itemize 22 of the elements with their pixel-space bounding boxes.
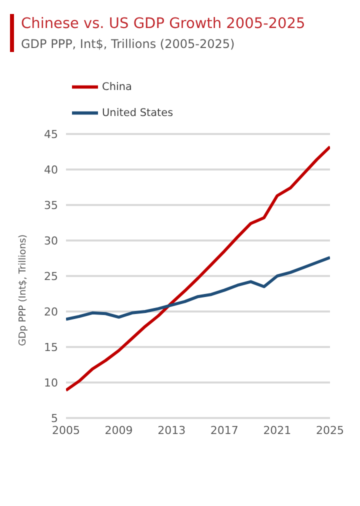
y-tick-label: 10 (44, 376, 58, 390)
line-series (66, 256, 330, 321)
y-tick-label: 40 (44, 163, 58, 176)
y-tick-label: 35 (44, 198, 58, 212)
x-tick-label: 2025 (316, 424, 344, 437)
chart-title: Chinese vs. US GDP Growth 2005-2025 (21, 15, 306, 34)
x-tick-label: 2021 (263, 424, 292, 437)
y-tick-label: 20 (44, 305, 58, 318)
y-axis-title: GDp PPP (Int$, Trillions) (17, 234, 28, 346)
y-tick-label: 5 (51, 412, 58, 425)
x-tick-label: 2017 (210, 424, 238, 437)
line-series (66, 145, 330, 392)
legend-label: China (102, 80, 132, 93)
x-tick-label: 2005 (52, 424, 80, 437)
x-tick-label: 2009 (104, 424, 133, 437)
y-tick-label: 30 (44, 234, 58, 248)
chart-subtitle: GDP PPP, Int$, Trillions (2005-2025) (21, 36, 236, 52)
y-tick-label: 45 (44, 128, 58, 141)
legend-label: United States (102, 106, 174, 119)
y-tick-label: 15 (44, 340, 58, 354)
y-tick-label: 25 (44, 270, 58, 283)
x-tick-label: 2013 (158, 424, 186, 437)
